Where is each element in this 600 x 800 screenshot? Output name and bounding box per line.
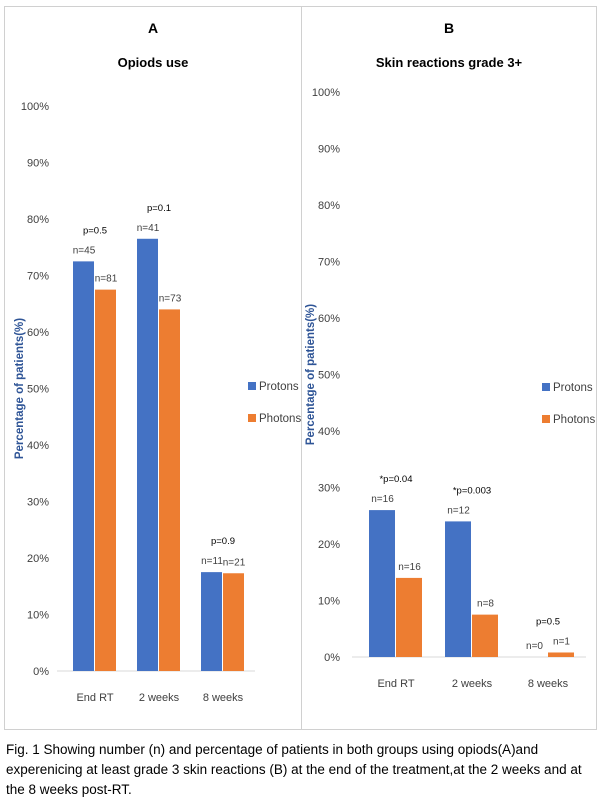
- y-tick-label: 50%: [318, 370, 340, 382]
- y-tick-label: 0%: [33, 666, 49, 678]
- y-tick-label: 70%: [318, 257, 340, 269]
- legend-label-protons: Protons: [259, 381, 299, 393]
- y-tick-label: 60%: [27, 327, 49, 339]
- bar-protons: [445, 521, 471, 657]
- y-tick-label: 20%: [27, 553, 49, 565]
- bar-photons: [396, 577, 422, 657]
- x-tick-label: End RT: [377, 678, 414, 690]
- bar-protons: [73, 261, 94, 671]
- y-tick-label: 90%: [27, 158, 49, 170]
- y-tick-label: 60%: [318, 313, 340, 325]
- panel-label: A: [148, 20, 158, 36]
- panel-label: B: [444, 20, 454, 36]
- bar-protons: [369, 510, 395, 657]
- y-tick-label: 10%: [318, 596, 340, 608]
- data-label: n=12: [447, 505, 470, 516]
- p-value-label: *p=0.003: [453, 485, 491, 496]
- y-tick-label: 100%: [312, 87, 340, 99]
- data-label: n=73: [159, 293, 182, 304]
- legend-swatch-photons: [248, 414, 256, 422]
- y-tick-label: 20%: [318, 539, 340, 551]
- chart-title: Skin reactions grade 3+: [376, 55, 523, 70]
- data-label: n=81: [95, 274, 118, 285]
- x-tick-label: 8 weeks: [203, 692, 244, 704]
- y-tick-label: 30%: [27, 497, 49, 509]
- data-label: n=16: [371, 494, 394, 505]
- p-value-label: p=0.1: [147, 203, 171, 214]
- legend-swatch-photons: [542, 415, 550, 423]
- legend-label-protons: Protons: [553, 382, 593, 394]
- p-value-label: p=0.5: [83, 225, 107, 236]
- data-label: n=45: [73, 245, 96, 256]
- p-value-label: p=0.5: [536, 616, 560, 627]
- y-tick-label: 100%: [21, 101, 49, 113]
- chart-title: Opiods use: [118, 55, 189, 70]
- p-value-label: *p=0.04: [379, 474, 412, 485]
- y-axis-label: Percentage of patients(%): [305, 304, 317, 445]
- y-tick-label: 10%: [27, 610, 49, 622]
- y-tick-label: 0%: [324, 652, 340, 664]
- data-label: n=8: [477, 599, 494, 610]
- figure-caption: Fig. 1 Showing number (n) and percentage…: [6, 742, 582, 797]
- p-value-label: p=0.9: [211, 536, 235, 547]
- chart-panel-b: B Skin reactions grade 3+ 0% 10% 20% 30% 40% 50…: [301, 6, 597, 730]
- bar-photons: [472, 614, 498, 657]
- data-label: n=21: [223, 557, 246, 568]
- y-tick-label: 50%: [27, 384, 49, 396]
- x-tick-label: 2 weeks: [452, 678, 493, 690]
- x-tick-label: 8 weeks: [528, 678, 569, 690]
- legend-swatch-protons: [542, 383, 550, 391]
- chart-b-svg: B Skin reactions grade 3+ 0% 10% 20% 30% 40% 50…: [305, 20, 595, 690]
- bar-photons: [159, 309, 180, 671]
- y-tick-label: 70%: [27, 271, 49, 283]
- legend-label-photons: Photons: [259, 413, 301, 425]
- data-label: n=16: [398, 562, 421, 573]
- y-axis-label: Percentage of patients(%): [14, 318, 26, 459]
- x-tick-label: 2 weeks: [139, 692, 180, 704]
- y-tick-label: 80%: [318, 200, 340, 212]
- bar-protons: [201, 572, 222, 671]
- y-tick-label: 90%: [318, 144, 340, 156]
- data-label: n=0: [526, 641, 543, 652]
- data-label: n=11: [201, 556, 223, 567]
- data-label: n=41: [137, 223, 160, 234]
- y-tick-label: 80%: [27, 214, 49, 226]
- x-tick-label: End RT: [76, 692, 113, 704]
- y-tick-label: 30%: [318, 483, 340, 495]
- chart-a-svg: A Opiods use 0% 10% 20% 30% 40% 50% 60% 70% 80% 90%…: [14, 20, 301, 704]
- data-label: n=1: [553, 636, 570, 647]
- legend-swatch-protons: [248, 382, 256, 390]
- y-tick-label: 40%: [27, 440, 49, 452]
- bar-photons: [548, 652, 574, 657]
- bar-protons: [137, 238, 158, 671]
- y-tick-label: 40%: [318, 426, 340, 438]
- bar-photons: [223, 573, 244, 671]
- bar-photons: [95, 289, 116, 671]
- legend-label-photons: Photons: [553, 414, 595, 426]
- chart-panel-a: A Opiods use 0% 10% 20% 30% 40% 50% 60% 70% 80% 90%…: [4, 6, 302, 730]
